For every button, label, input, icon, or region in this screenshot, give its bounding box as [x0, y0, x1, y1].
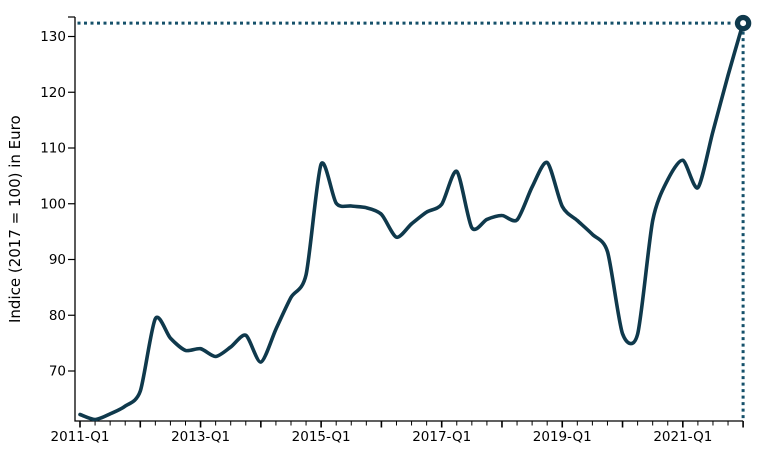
x-tick-label: 2017-Q1 [412, 429, 471, 445]
y-tick-label: 80 [49, 308, 66, 324]
x-tick-label: 2011-Q1 [51, 429, 110, 445]
y-tick-label: 90 [49, 252, 66, 268]
y-tick-label: 110 [40, 141, 66, 157]
x-tick-label: 2021-Q1 [653, 429, 712, 445]
last-point-marker [734, 14, 752, 32]
y-tick-label: 100 [40, 196, 66, 212]
y-tick-label: 130 [40, 29, 66, 45]
x-tick-label: 2013-Q1 [171, 429, 230, 445]
y-tick-label: 70 [49, 364, 66, 380]
x-tick-label: 2019-Q1 [533, 429, 592, 445]
index-line [78, 21, 745, 422]
x-tick-label: 2015-Q1 [292, 429, 351, 445]
axis-spines [74, 17, 744, 422]
y-tick-label: 120 [40, 85, 66, 101]
y-axis-title: Indice (2017 = 100) in Euro [6, 115, 24, 323]
